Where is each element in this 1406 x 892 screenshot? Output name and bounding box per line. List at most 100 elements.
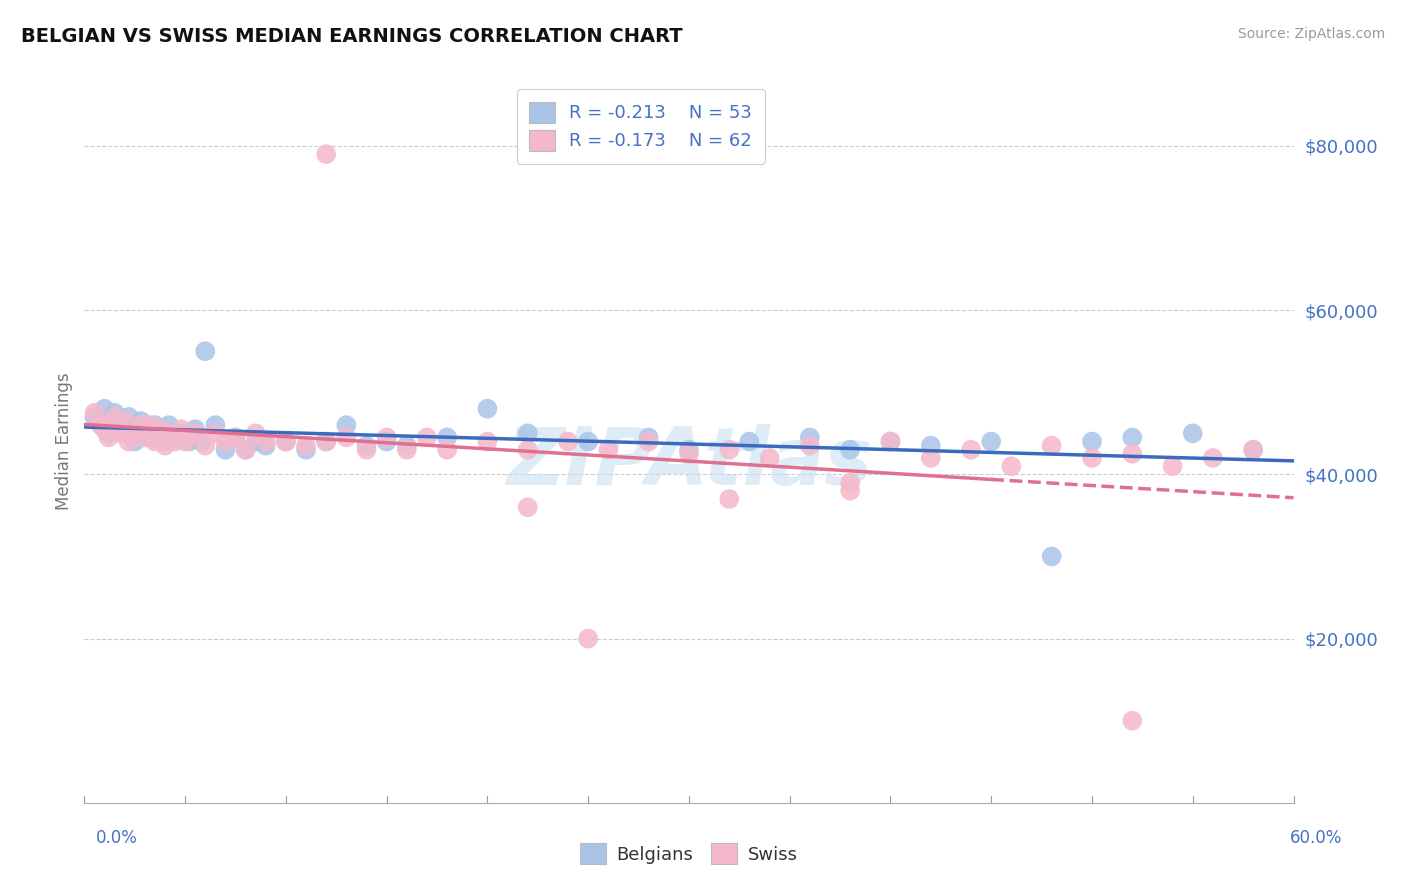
Point bbox=[134, 426, 156, 441]
Point bbox=[1121, 430, 1143, 444]
Point bbox=[170, 422, 193, 436]
Point bbox=[375, 430, 398, 444]
Point bbox=[1000, 459, 1022, 474]
Y-axis label: Median Earnings: Median Earnings bbox=[55, 373, 73, 510]
Point bbox=[718, 491, 741, 506]
Point bbox=[375, 434, 398, 449]
Point bbox=[157, 418, 180, 433]
Point bbox=[477, 434, 499, 449]
Point bbox=[214, 442, 236, 457]
Point bbox=[416, 430, 439, 444]
Text: 0.0%: 0.0% bbox=[96, 829, 138, 847]
Point bbox=[1241, 442, 1264, 457]
Point bbox=[315, 434, 337, 449]
Point bbox=[225, 430, 247, 444]
Point bbox=[477, 401, 499, 416]
Point bbox=[576, 434, 599, 449]
Point bbox=[718, 442, 741, 457]
Point bbox=[356, 439, 378, 453]
Point bbox=[839, 483, 862, 498]
Point bbox=[920, 439, 942, 453]
Legend: Belgians, Swiss: Belgians, Swiss bbox=[571, 834, 807, 873]
Text: 60.0%: 60.0% bbox=[1291, 829, 1343, 847]
Point bbox=[738, 434, 761, 449]
Point bbox=[516, 500, 538, 515]
Point bbox=[980, 434, 1002, 449]
Point bbox=[1121, 447, 1143, 461]
Point bbox=[879, 434, 901, 449]
Point bbox=[598, 442, 620, 457]
Point bbox=[839, 442, 862, 457]
Point bbox=[516, 442, 538, 457]
Point bbox=[920, 450, 942, 465]
Point bbox=[153, 439, 176, 453]
Point bbox=[93, 422, 115, 436]
Point bbox=[184, 426, 207, 441]
Text: BELGIAN VS SWISS MEDIAN EARNINGS CORRELATION CHART: BELGIAN VS SWISS MEDIAN EARNINGS CORRELA… bbox=[21, 27, 683, 45]
Point bbox=[149, 426, 172, 441]
Point bbox=[235, 442, 257, 457]
Point bbox=[89, 414, 111, 428]
Point bbox=[165, 434, 187, 449]
Point bbox=[395, 439, 418, 453]
Point bbox=[274, 434, 297, 449]
Point bbox=[960, 442, 983, 457]
Point bbox=[1081, 434, 1104, 449]
Point bbox=[165, 426, 187, 441]
Point bbox=[194, 439, 217, 453]
Point bbox=[174, 434, 197, 449]
Point bbox=[254, 439, 277, 453]
Point bbox=[678, 442, 700, 457]
Point bbox=[114, 422, 136, 436]
Point bbox=[395, 442, 418, 457]
Point bbox=[1181, 426, 1204, 441]
Point bbox=[637, 434, 659, 449]
Point bbox=[557, 434, 579, 449]
Point bbox=[149, 422, 172, 436]
Point bbox=[204, 426, 226, 441]
Point bbox=[1121, 714, 1143, 728]
Point bbox=[254, 434, 277, 449]
Point bbox=[1161, 459, 1184, 474]
Point bbox=[295, 442, 318, 457]
Point bbox=[89, 418, 111, 433]
Point bbox=[356, 442, 378, 457]
Point bbox=[174, 426, 197, 441]
Point bbox=[335, 430, 357, 444]
Point bbox=[576, 632, 599, 646]
Point bbox=[97, 430, 120, 444]
Point bbox=[315, 434, 337, 449]
Point bbox=[799, 430, 821, 444]
Point bbox=[637, 430, 659, 444]
Point bbox=[124, 426, 146, 441]
Point bbox=[516, 426, 538, 441]
Point bbox=[143, 418, 166, 433]
Point bbox=[194, 344, 217, 359]
Point bbox=[129, 418, 152, 433]
Point bbox=[235, 442, 257, 457]
Point bbox=[335, 418, 357, 433]
Point bbox=[274, 434, 297, 449]
Point bbox=[139, 418, 162, 433]
Point bbox=[97, 426, 120, 441]
Point bbox=[83, 409, 105, 424]
Point bbox=[118, 409, 141, 424]
Point bbox=[436, 442, 458, 457]
Point bbox=[83, 406, 105, 420]
Point bbox=[114, 414, 136, 428]
Point bbox=[436, 430, 458, 444]
Point bbox=[758, 450, 780, 465]
Point bbox=[139, 430, 162, 444]
Point bbox=[315, 147, 337, 161]
Text: ZIPAtlas: ZIPAtlas bbox=[506, 425, 872, 502]
Point bbox=[110, 426, 132, 441]
Point bbox=[1040, 549, 1063, 564]
Point bbox=[1040, 439, 1063, 453]
Point bbox=[839, 475, 862, 490]
Point bbox=[879, 434, 901, 449]
Point bbox=[799, 439, 821, 453]
Point bbox=[184, 422, 207, 436]
Point bbox=[1081, 450, 1104, 465]
Point bbox=[134, 430, 156, 444]
Point bbox=[190, 434, 212, 449]
